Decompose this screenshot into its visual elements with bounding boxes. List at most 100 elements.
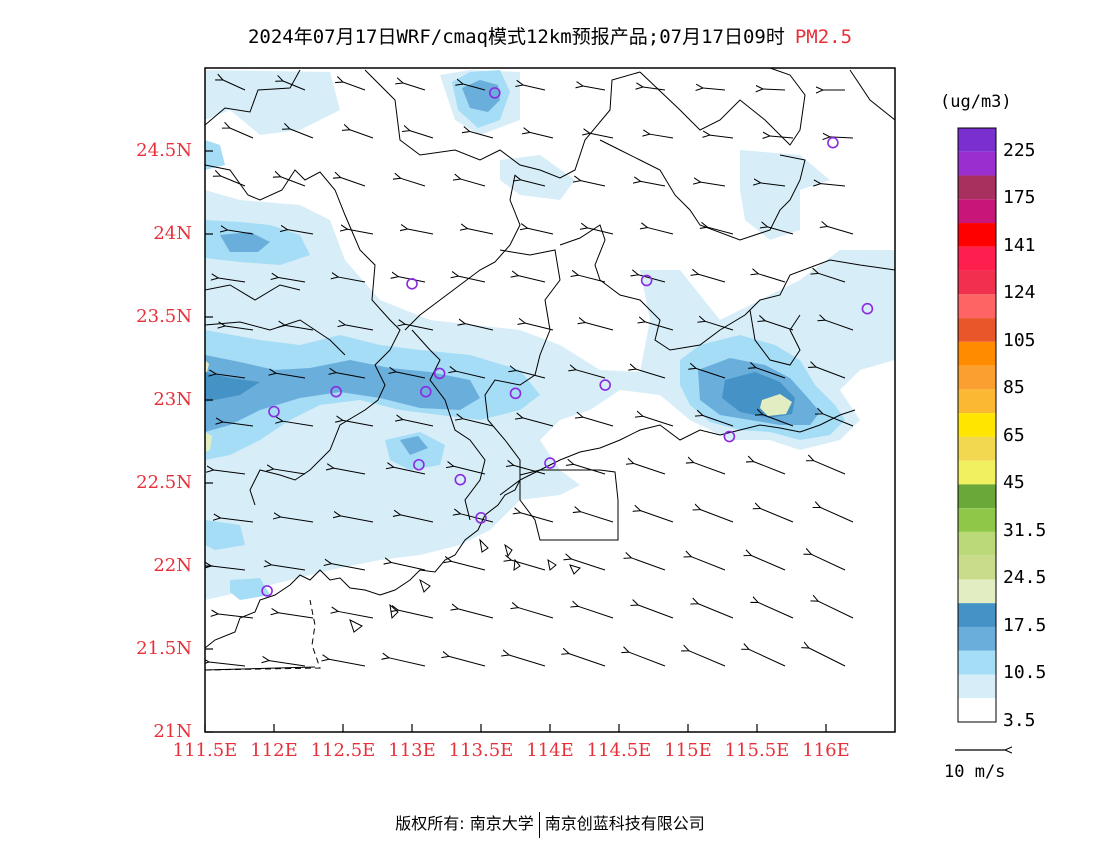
station-marker[interactable]: [544, 457, 556, 469]
wind-arrow: [223, 80, 246, 91]
latitude-label: 23.5N: [136, 306, 192, 327]
wind-arrow: [694, 463, 726, 475]
station-marker[interactable]: [413, 458, 425, 471]
colorbar-swatch: [958, 436, 996, 461]
station-marker[interactable]: [433, 367, 446, 380]
wind-arrow: [761, 509, 794, 523]
wind-arrow: [230, 128, 254, 139]
wind-arrow: [470, 132, 494, 139]
wind-arrow: [518, 276, 546, 283]
colorbar-swatch: [958, 223, 996, 247]
station-marker[interactable]: [419, 385, 432, 398]
station-marker[interactable]: [599, 379, 612, 391]
colorbar-swatch: [958, 199, 996, 224]
wind-arrow: [336, 373, 366, 379]
band-light: [205, 70, 895, 600]
colorbar-swatch: [958, 626, 996, 651]
wind-arrow: [763, 89, 786, 90]
wind-arrow: [703, 415, 734, 427]
wind-arrow: [634, 463, 666, 475]
title-text: 2024年07月17日WRF/cmaq模式12km预报产品;07月17日09时: [247, 26, 785, 48]
wind-arrow: [581, 512, 614, 523]
colorbar-swatch: [958, 603, 996, 627]
wind-arrow: [650, 134, 674, 139]
colorbar-swatch: [958, 246, 996, 271]
wind-arrow: [281, 517, 314, 523]
station-marker[interactable]: [640, 274, 653, 287]
wind-arrow: [285, 325, 314, 331]
latitude-label: 22.5N: [136, 472, 192, 493]
wind-arrow: [394, 467, 426, 475]
colorbar-label: 124: [1003, 282, 1036, 304]
hong-kong-outline: [519, 469, 619, 541]
longitude-label: 114.5E: [586, 740, 652, 761]
station-marker[interactable]: [827, 136, 839, 149]
wind-arrow: [763, 415, 794, 427]
wind-arrow: [518, 608, 554, 619]
colorbar-swatch: [958, 128, 996, 152]
station-marker[interactable]: [261, 585, 273, 597]
wind-arrow: [283, 81, 306, 91]
colorbar-swatch: [958, 341, 996, 366]
station-marker[interactable]: [406, 277, 418, 290]
colorbar-swatch: [958, 698, 996, 722]
wind-arrow: [765, 321, 794, 331]
colorbar-swatch: [958, 460, 996, 485]
copyright-right: 南京创蓝科技有限公司: [544, 814, 705, 833]
wind-arrow: [525, 323, 554, 331]
wind-arrow: [758, 274, 786, 283]
wind-arrow: [341, 516, 374, 523]
wind-arrow: [698, 274, 726, 283]
station-marker[interactable]: [861, 302, 874, 315]
latitude-label: 23N: [153, 389, 192, 410]
station-marker[interactable]: [488, 87, 501, 99]
colorbar-swatch: [958, 389, 996, 414]
band-peak: [205, 360, 792, 452]
wind-arrow: [271, 565, 306, 571]
wind-arrow: [645, 322, 674, 331]
station-marker[interactable]: [509, 387, 522, 400]
wind-arrow: [218, 614, 254, 619]
wind-arrow: [463, 84, 486, 91]
wind-arrow: [276, 373, 306, 379]
wind-vectors: [209, 80, 854, 667]
wind-arrow: [749, 649, 786, 667]
wind-arrow: [641, 181, 666, 187]
wind-arrow: [391, 563, 426, 571]
wind-arrow: [221, 518, 254, 523]
station-marker[interactable]: [454, 473, 467, 486]
colorbar-swatch: [958, 579, 996, 604]
station-marker[interactable]: [723, 430, 736, 443]
wind-arrow: [629, 652, 666, 667]
colorbar-swatch: [958, 270, 996, 295]
wind-arrow: [463, 419, 494, 427]
wind-arrow: [756, 368, 786, 379]
colorbar-label: 24.5: [1003, 567, 1047, 589]
coastline: [205, 409, 856, 649]
wind-arrow: [514, 465, 546, 475]
wind-arrow: [408, 229, 434, 235]
longitude-label: 112.5E: [310, 740, 376, 761]
wind-arrow: [523, 85, 546, 91]
colorbar-swatch: [958, 294, 996, 319]
wind-arrow: [768, 227, 794, 235]
wind-arrow: [754, 462, 786, 475]
station-marker[interactable]: [268, 405, 280, 418]
wind-arrow: [269, 661, 306, 667]
wind-arrow: [288, 230, 314, 235]
colorbar-label: 31.5: [1003, 519, 1047, 541]
wind-arrow: [216, 374, 246, 379]
colorbar-label: 3.5: [1003, 710, 1036, 731]
wind-arrow: [274, 469, 306, 475]
wind-arrow: [696, 368, 726, 379]
colorbar-swatch: [958, 650, 996, 675]
hainan-strait-line: [205, 666, 316, 671]
wind-arrow: [574, 464, 606, 475]
wind-arrow: [814, 461, 846, 475]
station-marker[interactable]: [330, 385, 342, 398]
wind-arrow: [338, 277, 366, 283]
title-pollutant: PM2.5: [794, 26, 853, 48]
colorbar-swatch: [958, 674, 996, 699]
latitude-label: 24.5N: [136, 140, 192, 161]
station-marker[interactable]: [475, 512, 487, 524]
